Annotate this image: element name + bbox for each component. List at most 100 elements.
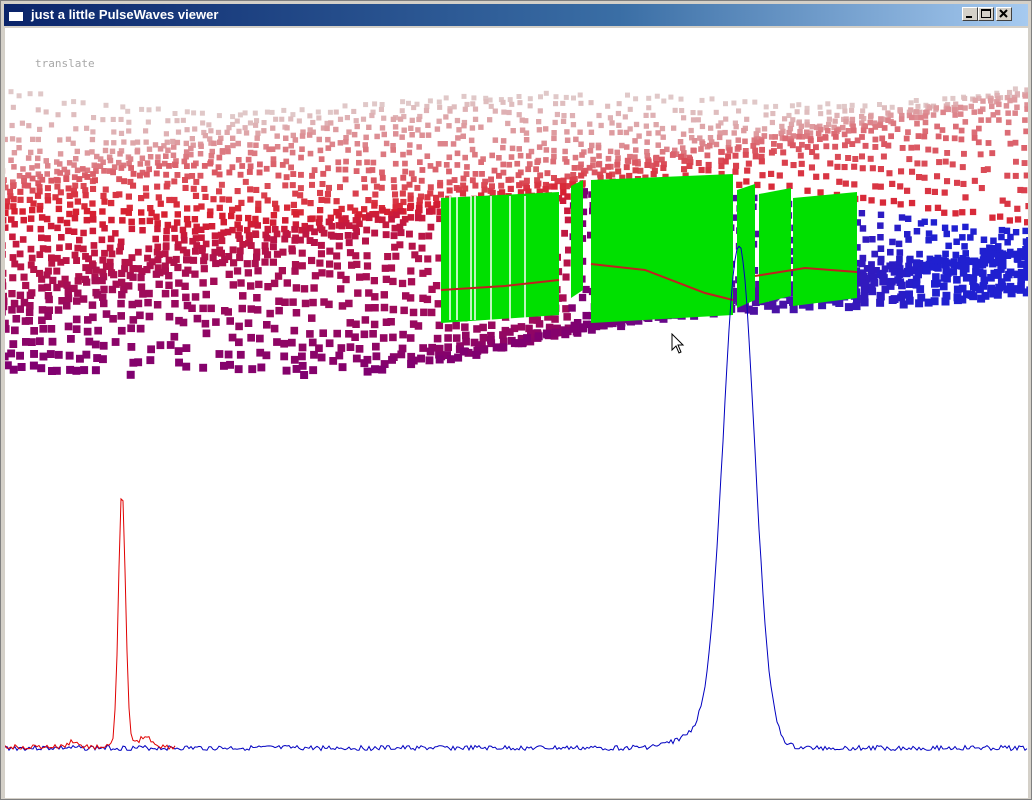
cloud-point bbox=[275, 172, 282, 179]
cloud-point bbox=[272, 200, 279, 207]
cloud-point bbox=[877, 211, 885, 218]
cloud-point bbox=[201, 163, 208, 169]
maximize-button[interactable] bbox=[978, 7, 994, 21]
cloud-point bbox=[182, 362, 191, 371]
cloud-point bbox=[30, 266, 38, 273]
cloud-point bbox=[257, 363, 266, 372]
cloud-point bbox=[923, 109, 929, 116]
cloud-point bbox=[28, 254, 36, 262]
cloud-point bbox=[551, 328, 560, 337]
cloud-point bbox=[137, 283, 146, 291]
cloud-point bbox=[165, 256, 173, 264]
cloud-point bbox=[5, 203, 10, 210]
cloud-point bbox=[993, 259, 1001, 267]
cloud-point bbox=[128, 225, 136, 233]
cloud-point bbox=[38, 214, 46, 221]
cloud-point bbox=[74, 148, 80, 155]
cloud-point bbox=[400, 99, 406, 105]
cloud-point bbox=[1013, 158, 1019, 165]
cloud-point bbox=[543, 157, 549, 163]
cloud-point bbox=[804, 109, 810, 115]
cloud-point bbox=[768, 149, 775, 156]
cloud-point bbox=[270, 324, 279, 333]
point-cloud-view[interactable] bbox=[5, 28, 1028, 798]
cloud-point bbox=[782, 135, 789, 142]
cloud-point bbox=[885, 142, 892, 149]
cloud-point bbox=[968, 103, 974, 110]
cloud-point bbox=[109, 315, 117, 323]
cloud-point bbox=[352, 217, 360, 224]
cloud-point bbox=[592, 322, 601, 331]
cloud-point bbox=[10, 299, 19, 308]
cloud-point bbox=[571, 165, 578, 171]
cloud-point bbox=[9, 340, 18, 348]
cloud-point bbox=[731, 130, 737, 136]
cloud-point bbox=[139, 290, 147, 298]
cloud-point bbox=[573, 136, 579, 143]
cloud-point bbox=[247, 186, 254, 193]
cloud-point bbox=[52, 194, 59, 201]
cloud-point bbox=[235, 322, 243, 331]
cloud-point bbox=[338, 363, 347, 372]
cloud-point bbox=[464, 348, 473, 357]
cloud-point bbox=[293, 211, 300, 218]
cloud-point bbox=[208, 128, 214, 134]
cloud-point bbox=[390, 147, 396, 153]
cloud-point bbox=[65, 243, 72, 250]
cloud-point bbox=[389, 305, 398, 314]
viewer-canvas[interactable]: translate bbox=[5, 28, 1028, 798]
cloud-point bbox=[389, 277, 397, 286]
cloud-point bbox=[338, 216, 345, 223]
cloud-point bbox=[479, 323, 487, 332]
close-button[interactable] bbox=[996, 7, 1012, 21]
cloud-point bbox=[632, 167, 639, 174]
cloud-point bbox=[853, 294, 861, 303]
cloud-point bbox=[145, 245, 153, 253]
title-bar[interactable]: just a little PulseWaves viewer bbox=[4, 4, 1028, 26]
cloud-point bbox=[958, 127, 965, 134]
app-window-icon[interactable] bbox=[8, 8, 24, 22]
cloud-point bbox=[587, 121, 593, 127]
cloud-point bbox=[424, 153, 431, 159]
cloud-point bbox=[74, 277, 82, 285]
cloud-point bbox=[569, 176, 576, 183]
cloud-point bbox=[559, 294, 567, 302]
cloud-point bbox=[399, 190, 406, 197]
cloud-point bbox=[840, 124, 846, 131]
minimize-icon bbox=[966, 16, 972, 18]
cloud-point bbox=[361, 316, 370, 324]
cloud-point bbox=[426, 208, 433, 215]
cloud-point bbox=[215, 164, 222, 171]
cloud-point bbox=[796, 102, 802, 108]
cloud-point bbox=[787, 288, 796, 297]
cloud-point bbox=[106, 263, 114, 270]
cloud-point bbox=[446, 355, 455, 364]
cloud-point bbox=[479, 171, 485, 177]
cloud-point bbox=[989, 103, 995, 110]
cloud-point bbox=[264, 109, 270, 115]
cloud-point bbox=[215, 350, 224, 358]
cloud-point bbox=[896, 255, 903, 263]
cloud-point bbox=[5, 302, 8, 311]
cloud-point bbox=[501, 109, 507, 115]
cloud-point bbox=[559, 183, 567, 190]
cloud-point bbox=[242, 178, 249, 185]
cloud-point bbox=[80, 229, 87, 237]
cloud-point bbox=[228, 333, 237, 342]
cloud-point bbox=[329, 232, 337, 240]
pulse-column bbox=[441, 192, 559, 323]
cloud-point bbox=[941, 224, 949, 231]
cloud-point bbox=[64, 322, 73, 331]
cloud-point bbox=[609, 120, 615, 126]
minimize-button[interactable] bbox=[962, 7, 978, 21]
cloud-point bbox=[462, 185, 469, 192]
cloud-point bbox=[1017, 260, 1025, 268]
cloud-point bbox=[319, 181, 326, 187]
cloud-point bbox=[435, 254, 443, 262]
cloud-point bbox=[289, 298, 297, 306]
cloud-point bbox=[564, 207, 571, 215]
cloud-point bbox=[443, 114, 449, 120]
cloud-point bbox=[143, 139, 149, 145]
cloud-point bbox=[121, 258, 129, 266]
cloud-point bbox=[317, 353, 326, 362]
